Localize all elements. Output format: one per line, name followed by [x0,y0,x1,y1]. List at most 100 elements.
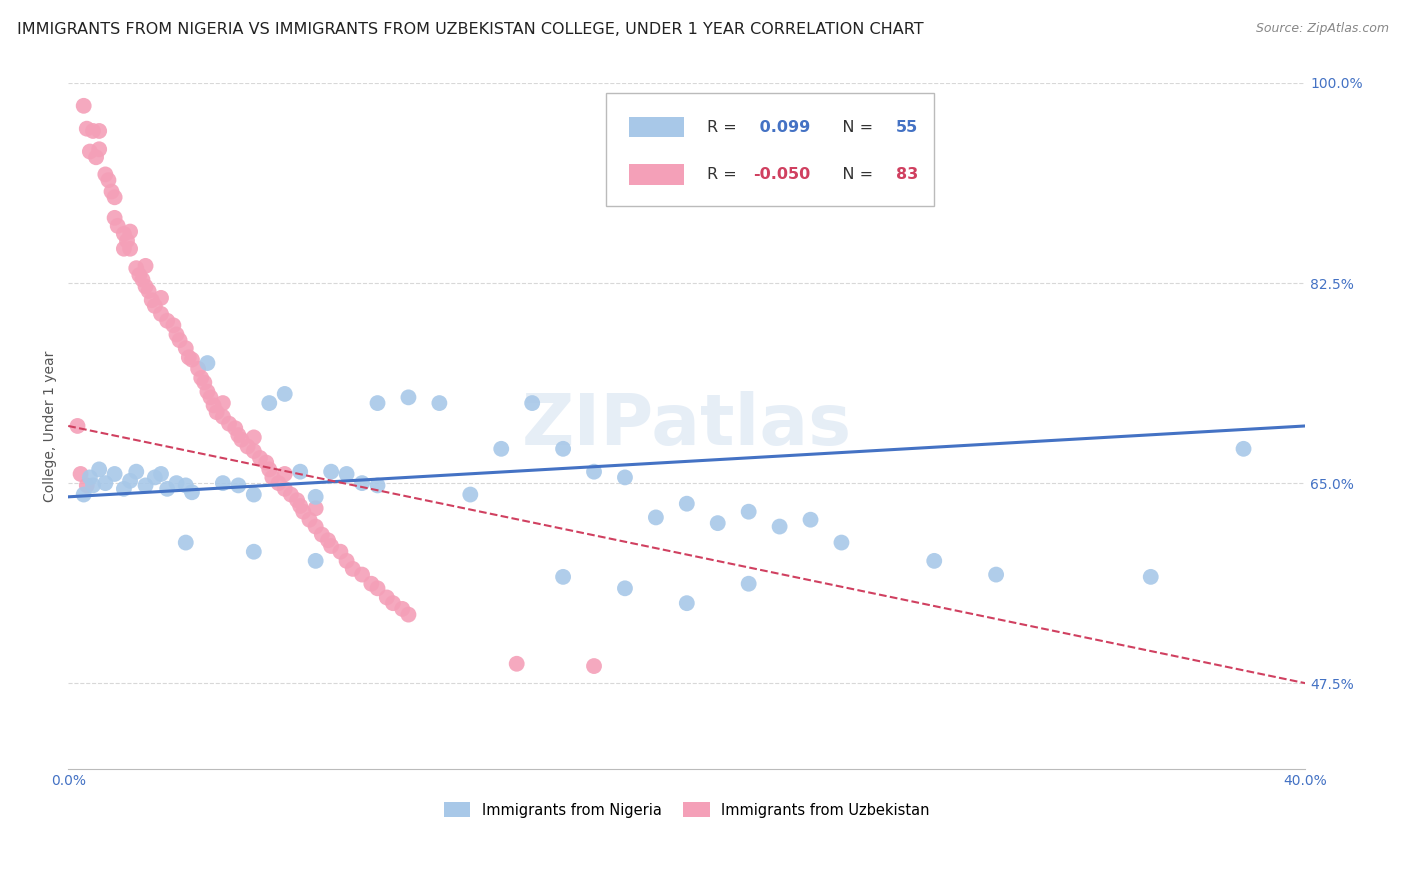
Point [336,467,359,481]
Point [280,487,302,501]
Point [236,440,259,454]
Point [125,465,148,479]
Point [112,482,135,496]
Point [177,351,200,365]
Point [89,124,111,138]
Point [228,428,250,442]
Point [582,659,605,673]
Point [82,124,104,138]
Point [187,361,209,376]
Text: IMMIGRANTS FROM NIGERIA VS IMMIGRANTS FROM UZBEKISTAN COLLEGE, UNDER 1 YEAR CORR: IMMIGRANTS FROM NIGERIA VS IMMIGRANTS FR… [17,22,924,37]
Legend: Immigrants from Nigeria, Immigrants from Uzbekistan: Immigrants from Nigeria, Immigrants from… [437,797,935,823]
Point [830,535,852,549]
Point [212,476,235,491]
Point [285,493,308,508]
Point [135,478,157,492]
Point [292,505,315,519]
Point [197,356,219,370]
Point [181,485,204,500]
Point [150,467,173,481]
FancyBboxPatch shape [606,94,934,206]
Point [799,513,821,527]
Point [89,142,111,156]
Point [243,487,266,501]
Point [107,219,129,233]
Point [76,478,98,492]
Point [243,444,266,458]
Point [131,272,153,286]
Point [311,527,333,541]
Point [922,554,945,568]
Point [228,478,250,492]
Point [262,470,284,484]
Point [218,417,240,431]
Point [375,591,398,605]
Point [737,505,759,519]
Point [141,293,163,308]
Point [505,657,527,671]
Point [460,487,482,501]
Point [84,150,107,164]
Point [73,99,96,113]
Point [79,145,101,159]
Point [224,421,246,435]
Point [336,554,359,568]
Text: N =: N = [827,167,877,182]
Point [202,398,225,412]
Point [174,341,197,355]
Point [115,234,138,248]
Point [243,430,266,444]
FancyBboxPatch shape [628,164,685,185]
Point [150,291,173,305]
Point [156,314,179,328]
Point [305,554,328,568]
Point [94,168,117,182]
Text: 55: 55 [896,120,918,135]
Point [166,476,188,491]
Point [174,535,197,549]
Point [367,396,389,410]
Point [76,121,98,136]
Point [162,318,184,333]
Point [120,242,142,256]
Point [212,396,235,410]
Point [135,259,157,273]
Point [169,333,191,347]
Point [231,433,253,447]
Point [321,465,343,479]
Point [382,596,405,610]
Point [112,227,135,241]
Point [342,562,364,576]
Point [79,470,101,484]
Point [104,190,127,204]
Point [128,268,150,282]
Point [367,582,389,596]
Point [259,462,281,476]
Point [156,482,179,496]
Point [73,487,96,501]
Point [984,567,1007,582]
Point [360,576,382,591]
Point [290,499,312,513]
Point [316,533,339,548]
Point [352,476,374,491]
Point [1139,570,1161,584]
Point [205,405,228,419]
Point [143,470,166,484]
Text: ZIPatlas: ZIPatlas [522,392,852,460]
Point [94,476,117,491]
Point [675,497,697,511]
Point [135,279,157,293]
Point [212,409,235,424]
Point [120,225,142,239]
Point [644,510,666,524]
Point [82,478,104,492]
Point [125,261,148,276]
Point [197,384,219,399]
Point [243,545,266,559]
Point [200,390,222,404]
Point [254,456,277,470]
Point [305,490,328,504]
Point [398,607,420,622]
Point [290,465,312,479]
